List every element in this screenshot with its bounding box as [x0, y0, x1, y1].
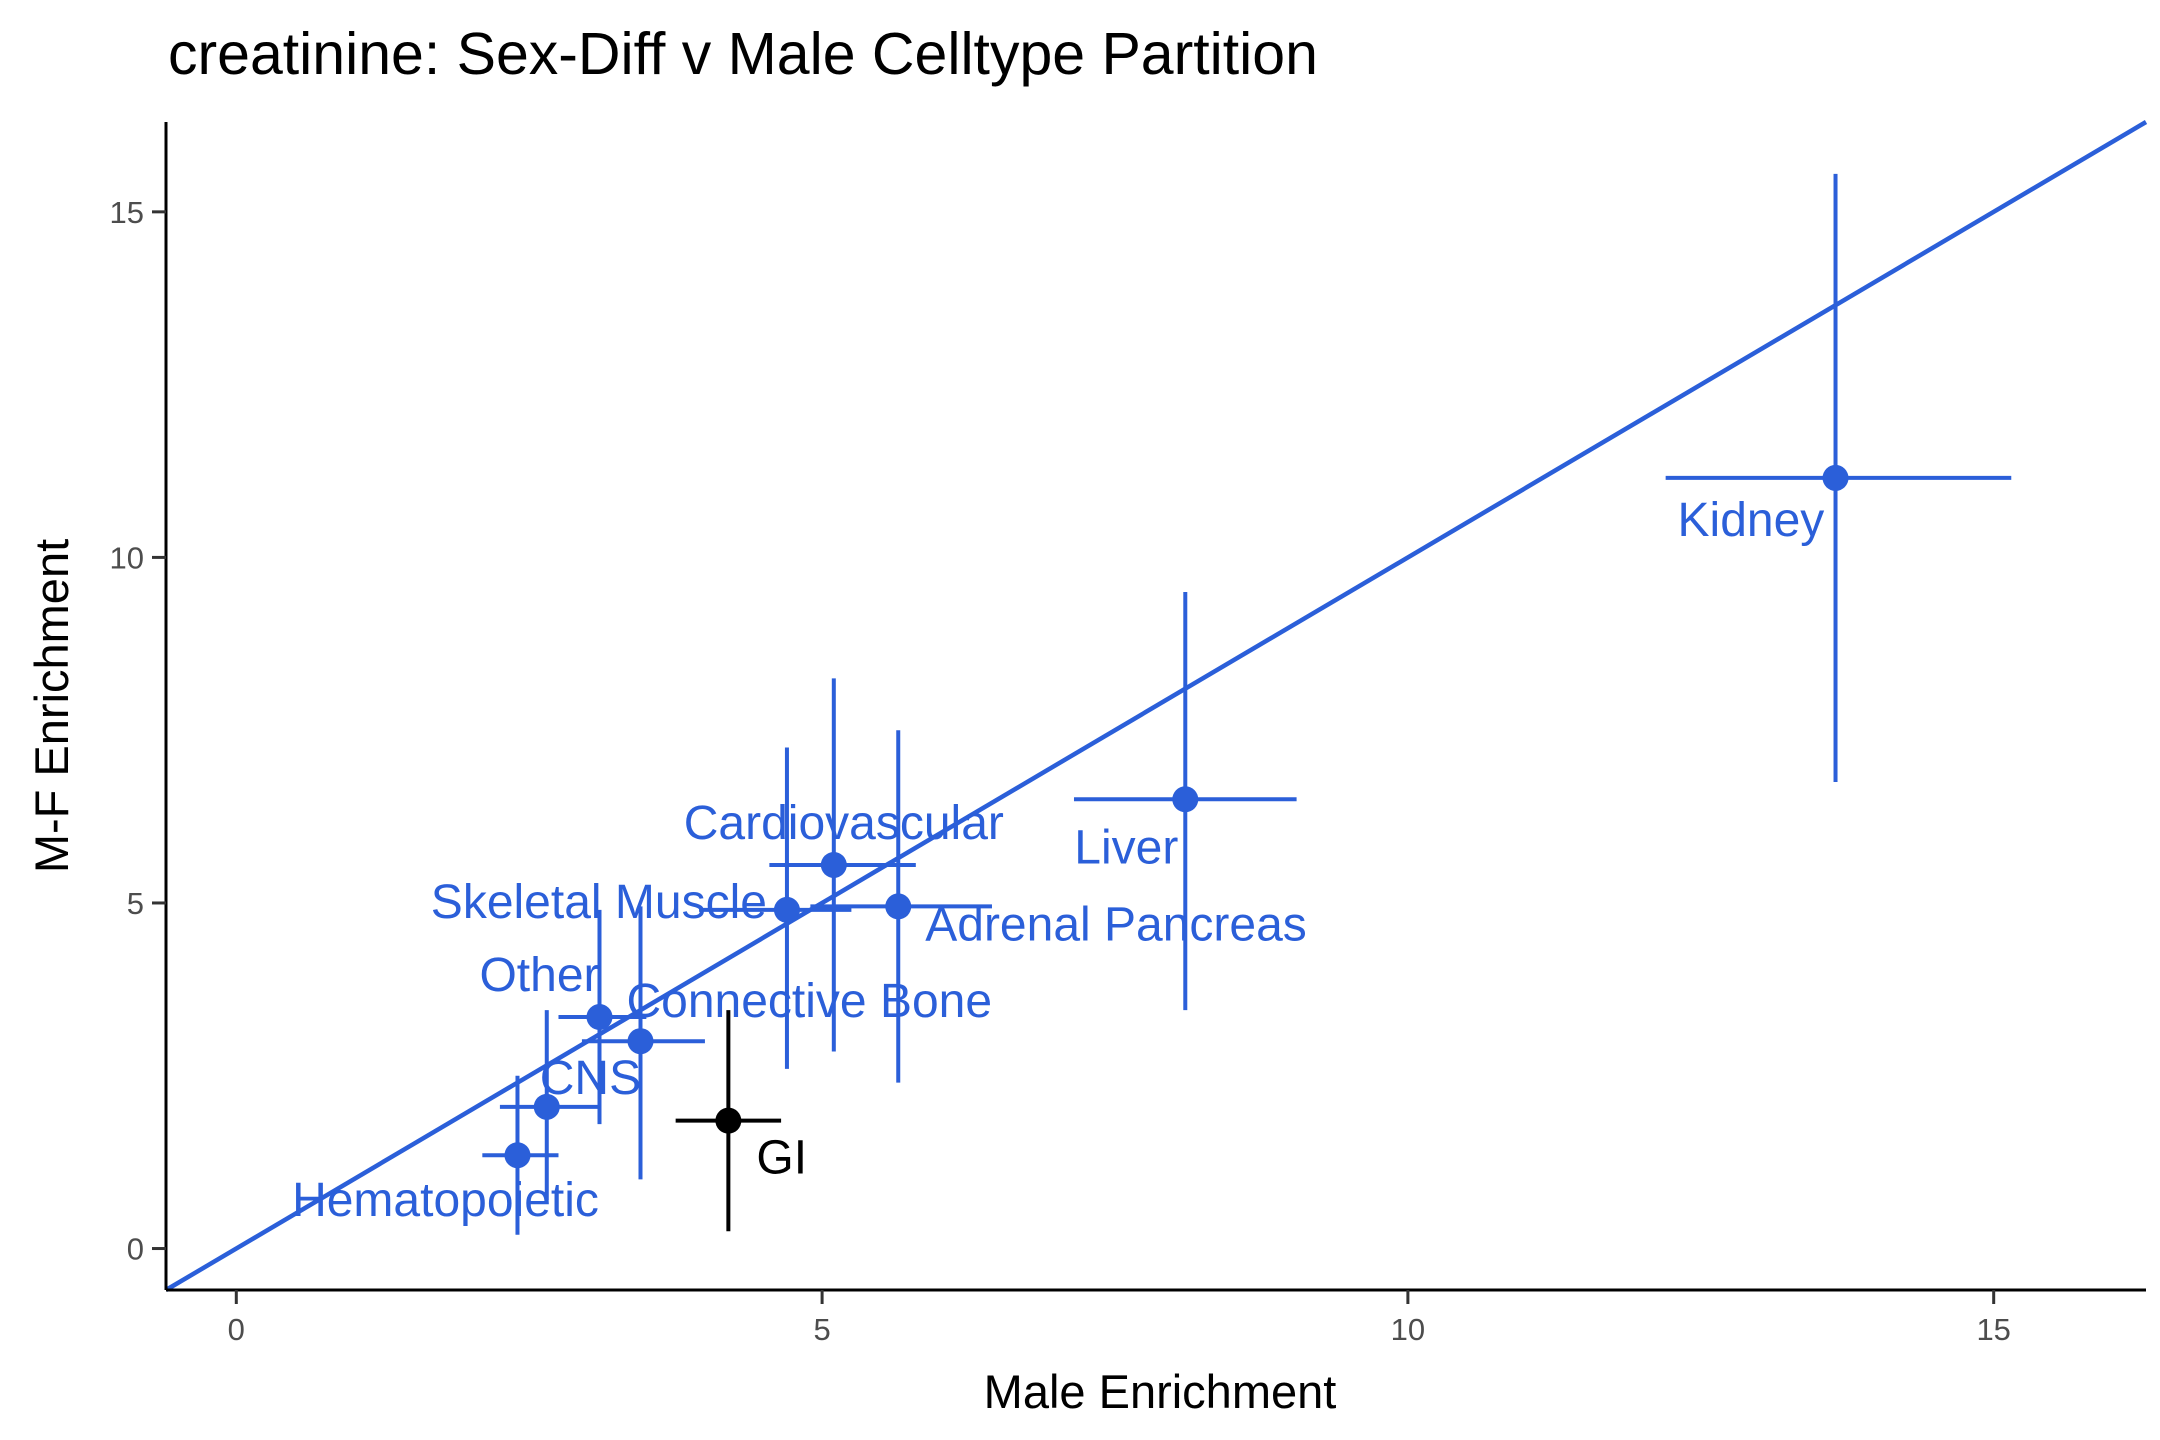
point-label-kidney: Kidney: [1678, 494, 1825, 547]
point-label-connective-bone: Connective Bone: [626, 975, 992, 1028]
point-label-cardiovascular: Cardiovascular: [684, 797, 1004, 850]
point-group-hematopoietic: Hematopoietic: [292, 1075, 599, 1235]
x-tick-label: 15: [1976, 1312, 2010, 1347]
data-point-cardiovascular: [820, 851, 847, 878]
point-label-adrenal-pancreas: Adrenal Pancreas: [925, 898, 1307, 951]
reference-line: [164, 120, 2148, 1292]
data-point-hematopoietic: [504, 1142, 531, 1169]
y-tick-label: 5: [127, 886, 144, 921]
point-group-gi: GI: [675, 1010, 807, 1232]
plot-area: Kidney Liver Adrenal Pancreas Cardiovascula…: [164, 120, 2148, 1292]
data-point-other: [586, 1004, 613, 1031]
data-point-kidney: [1822, 464, 1849, 491]
chart-title: creatinine: Sex-Diff v Male Celltype Par…: [168, 21, 1318, 87]
data-point-skeletal-muscle: [773, 896, 800, 923]
point-group-liver: Liver: [1073, 591, 1297, 1011]
x-tick-label: 5: [813, 1312, 830, 1347]
data-point-connective-bone: [627, 1028, 654, 1055]
point-group-kidney: Kidney: [1665, 173, 2012, 783]
data-point-adrenal-pancreas: [885, 893, 912, 920]
point-group-connective-bone: Connective Bone: [581, 906, 992, 1180]
data-point-cns: [533, 1093, 560, 1120]
y-tick-label: 10: [110, 540, 144, 575]
point-label-hematopoietic: Hematopoietic: [292, 1174, 599, 1227]
y-ticks: 0 5 10 15: [110, 195, 166, 1267]
x-ticks: 0 5 10 15: [228, 1290, 2011, 1347]
point-group-other: Other: [479, 909, 647, 1125]
point-group-cardiovascular: Cardiovascular: [684, 678, 1004, 1052]
data-point-gi: [715, 1107, 742, 1134]
x-tick-label: 10: [1391, 1312, 1425, 1347]
x-axis-title: Male Enrichment: [984, 1365, 1337, 1418]
point-label-liver: Liver: [1074, 821, 1178, 874]
data-point-liver: [1172, 786, 1199, 813]
y-axis-title: M-F Enrichment: [25, 539, 78, 873]
point-group-adrenal-pancreas: Adrenal Pancreas: [810, 730, 1307, 1083]
point-label-cns: CNS: [540, 1052, 641, 1105]
point-label-other: Other: [479, 949, 599, 1002]
point-group-cns: CNS: [499, 1010, 641, 1201]
y-tick-label: 0: [127, 1232, 144, 1267]
x-tick-label: 0: [228, 1312, 245, 1347]
y-tick-label: 15: [110, 195, 144, 230]
point-label-gi: GI: [756, 1132, 807, 1185]
